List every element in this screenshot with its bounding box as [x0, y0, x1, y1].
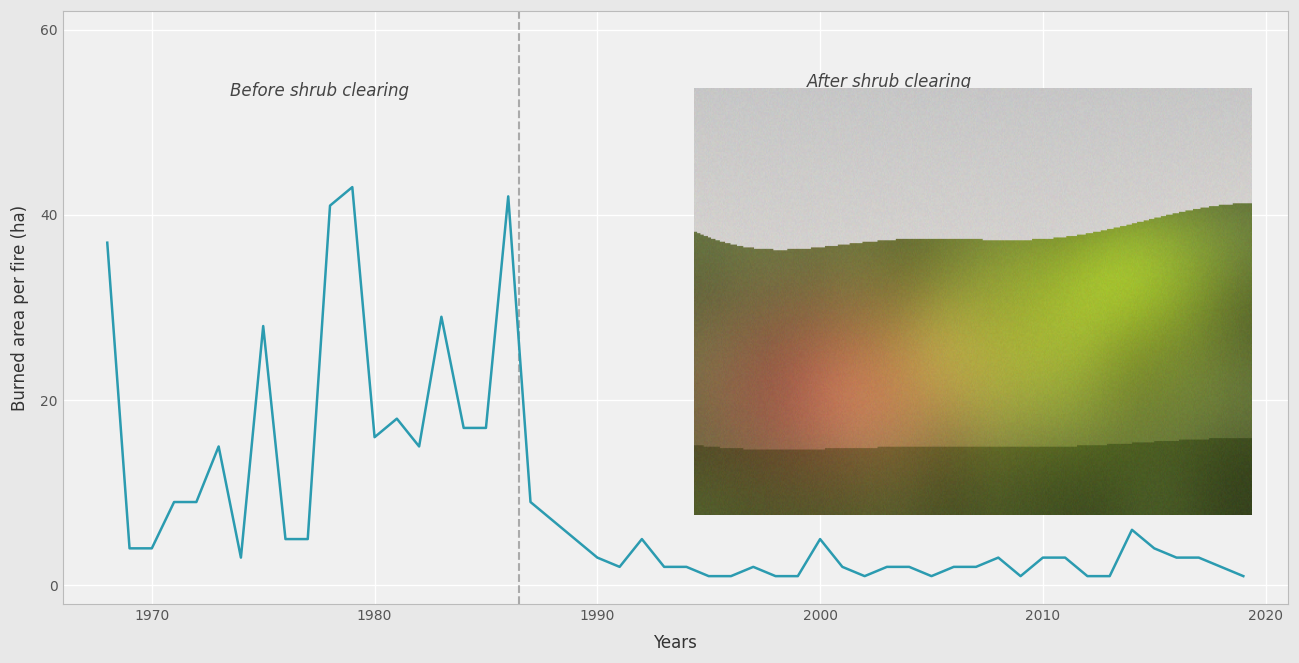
Text: After shrub clearing: After shrub clearing [807, 74, 972, 91]
X-axis label: Years: Years [653, 634, 698, 652]
Text: Before shrub clearing: Before shrub clearing [230, 82, 409, 100]
Y-axis label: Burned area per fire (ha): Burned area per fire (ha) [12, 204, 29, 410]
